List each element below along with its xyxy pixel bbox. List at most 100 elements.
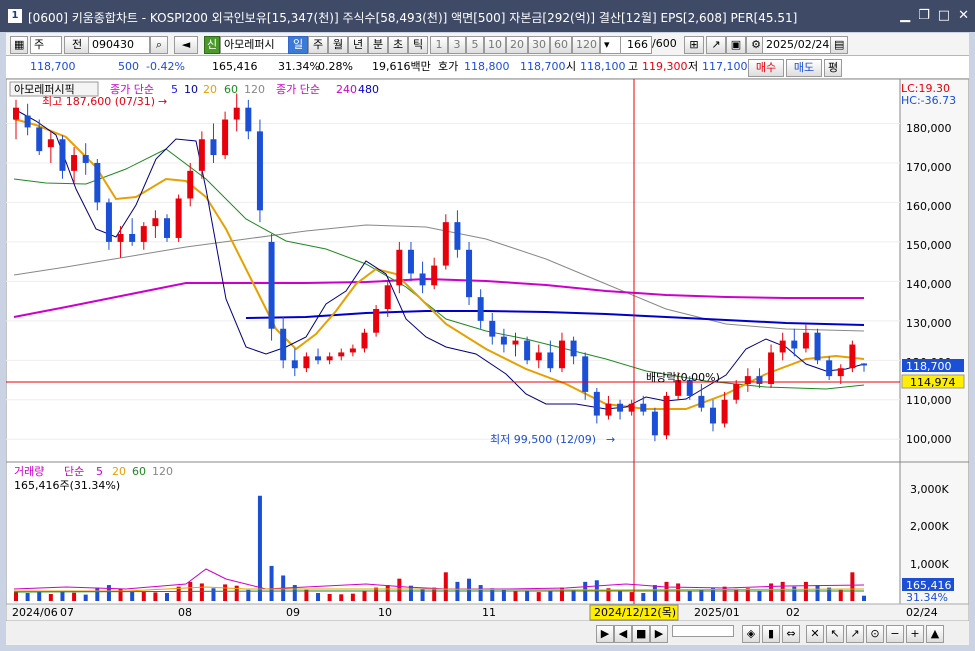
candle <box>477 289 484 329</box>
marker-icon[interactable]: ✕ <box>806 625 824 643</box>
candle <box>280 316 287 369</box>
candle <box>24 103 31 136</box>
candle <box>407 241 414 282</box>
volume-bar <box>223 584 228 601</box>
candle-body <box>349 348 356 353</box>
candle-body <box>768 352 775 384</box>
evaluate-button[interactable]: 평 <box>824 59 842 77</box>
candle <box>698 384 705 412</box>
interval-10[interactable]: 10 <box>484 36 506 54</box>
draw-line-icon[interactable]: ↗ <box>706 36 726 54</box>
sell-button[interactable]: 매도 <box>786 59 822 77</box>
zoom-out-icon[interactable]: − <box>886 625 904 643</box>
minimize-icon[interactable]: ▁ <box>900 8 911 23</box>
volume-bar <box>327 593 332 601</box>
interval-60[interactable]: 60 <box>550 36 572 54</box>
xlabel-08: 08 <box>178 606 192 619</box>
candle <box>617 399 624 420</box>
zoom-fit-icon[interactable]: ◈ <box>742 625 760 643</box>
sound-icon[interactable]: ◄ <box>174 36 198 54</box>
zoom-in-icon[interactable]: + <box>906 625 924 643</box>
period-tab-second[interactable]: 초 <box>388 36 408 54</box>
volume-bar <box>176 586 181 601</box>
candle-body <box>721 399 728 424</box>
rewind-icon[interactable]: ◀ <box>614 625 632 643</box>
candle-body <box>105 202 112 242</box>
date-input[interactable]: 2025/02/24 <box>762 36 832 54</box>
interval-30[interactable]: 30 <box>528 36 550 54</box>
low-annotation: 최저 99,500 (12/09) <box>490 433 596 446</box>
interval-1[interactable]: 1 <box>430 36 448 54</box>
bottom-navigation: ▶ ◀ ■ ▶ ◈ ▮ ⇔ ✕ ↖ ↗ ⊙ − + ▲ <box>6 621 969 645</box>
search-icon[interactable]: ⌕ <box>150 36 168 54</box>
candle-body <box>419 273 426 286</box>
candle <box>291 348 298 377</box>
interval-20[interactable]: 20 <box>506 36 528 54</box>
vol-ma-20-line <box>14 586 865 592</box>
restore-icon[interactable]: ❐ <box>918 8 930 23</box>
period-tab-tick[interactable]: 틱 <box>408 36 428 54</box>
candle <box>570 336 577 365</box>
candle <box>431 257 438 290</box>
ask-value: 118,800 <box>464 60 510 73</box>
ytick-180000: 180,000 <box>906 122 952 135</box>
candle <box>152 210 159 238</box>
candle-body <box>593 391 600 416</box>
pointer-icon[interactable]: ↖ <box>826 625 844 643</box>
chart-svg[interactable]: 아모레퍼시픽 종가 단순 5 10 20 60 120 종가 단순 240 48… <box>5 78 970 622</box>
forward-icon[interactable]: ▶ <box>650 625 668 643</box>
candle-body <box>233 107 240 120</box>
interval-3[interactable]: 3 <box>448 36 466 54</box>
market-select[interactable]: 주 <box>30 36 62 54</box>
prev-button[interactable]: 전 <box>64 36 90 54</box>
volume-legend-prefix: 단순 <box>64 465 84 478</box>
play-icon[interactable]: ▶ <box>596 625 614 643</box>
candle-body <box>24 115 31 128</box>
period-tab-year[interactable]: 년 <box>348 36 368 54</box>
split-icon[interactable]: ⇔ <box>782 625 800 643</box>
interval-120[interactable]: 120 <box>572 36 600 54</box>
period-tab-day[interactable]: 일 <box>288 36 308 54</box>
volume-bar <box>432 587 437 601</box>
volume-bar <box>443 572 448 601</box>
candle <box>361 328 368 353</box>
save-icon[interactable]: ▣ <box>726 36 746 54</box>
volume-bar <box>141 591 146 601</box>
ref-price-tag: 114,974 <box>910 376 956 389</box>
candle <box>535 344 542 369</box>
maximize-icon[interactable]: □ <box>937 8 951 23</box>
period-tab-minute[interactable]: 분 <box>368 36 388 54</box>
candle <box>233 93 240 132</box>
volume-ma-lines <box>13 568 865 593</box>
calendar-icon[interactable]: ▤ <box>830 36 848 54</box>
volume-bar <box>420 588 425 601</box>
chart-area[interactable]: 아모레퍼시픽 종가 단순 5 10 20 60 120 종가 단순 240 48… <box>5 78 970 622</box>
scroll-track[interactable] <box>672 625 734 637</box>
scroll-end-icon[interactable]: ▲ <box>926 625 944 643</box>
candle-body <box>802 332 809 349</box>
volume-bar <box>792 586 797 601</box>
count-input[interactable]: 166 <box>620 36 652 54</box>
candle <box>396 241 403 294</box>
candle <box>686 376 693 400</box>
code-input[interactable]: 090430 <box>88 36 150 54</box>
moving-average-lines <box>13 108 865 410</box>
bars-icon[interactable]: ▮ <box>762 625 780 643</box>
ref-price-tag-box <box>901 374 965 389</box>
interval-5[interactable]: 5 <box>466 36 484 54</box>
candle-body <box>129 234 136 242</box>
lock-icon[interactable]: ⊙ <box>866 625 884 643</box>
menu-grid-icon[interactable]: ▦ <box>10 36 28 54</box>
stop-icon[interactable]: ■ <box>632 625 650 643</box>
period-tab-month[interactable]: 월 <box>328 36 348 54</box>
close-icon[interactable]: ✕ <box>958 8 969 23</box>
candle <box>175 194 182 242</box>
vol-legend-ma20: 20 <box>112 465 126 478</box>
buy-button[interactable]: 매수 <box>748 59 784 77</box>
xlabel-2024-06: 2024/06 <box>12 606 58 619</box>
candle-body <box>117 234 124 242</box>
period-tab-week[interactable]: 주 <box>308 36 328 54</box>
crosshair-icon[interactable]: ⊞ <box>684 36 704 54</box>
trend-icon[interactable]: ↗ <box>846 625 864 643</box>
candle <box>768 344 775 388</box>
